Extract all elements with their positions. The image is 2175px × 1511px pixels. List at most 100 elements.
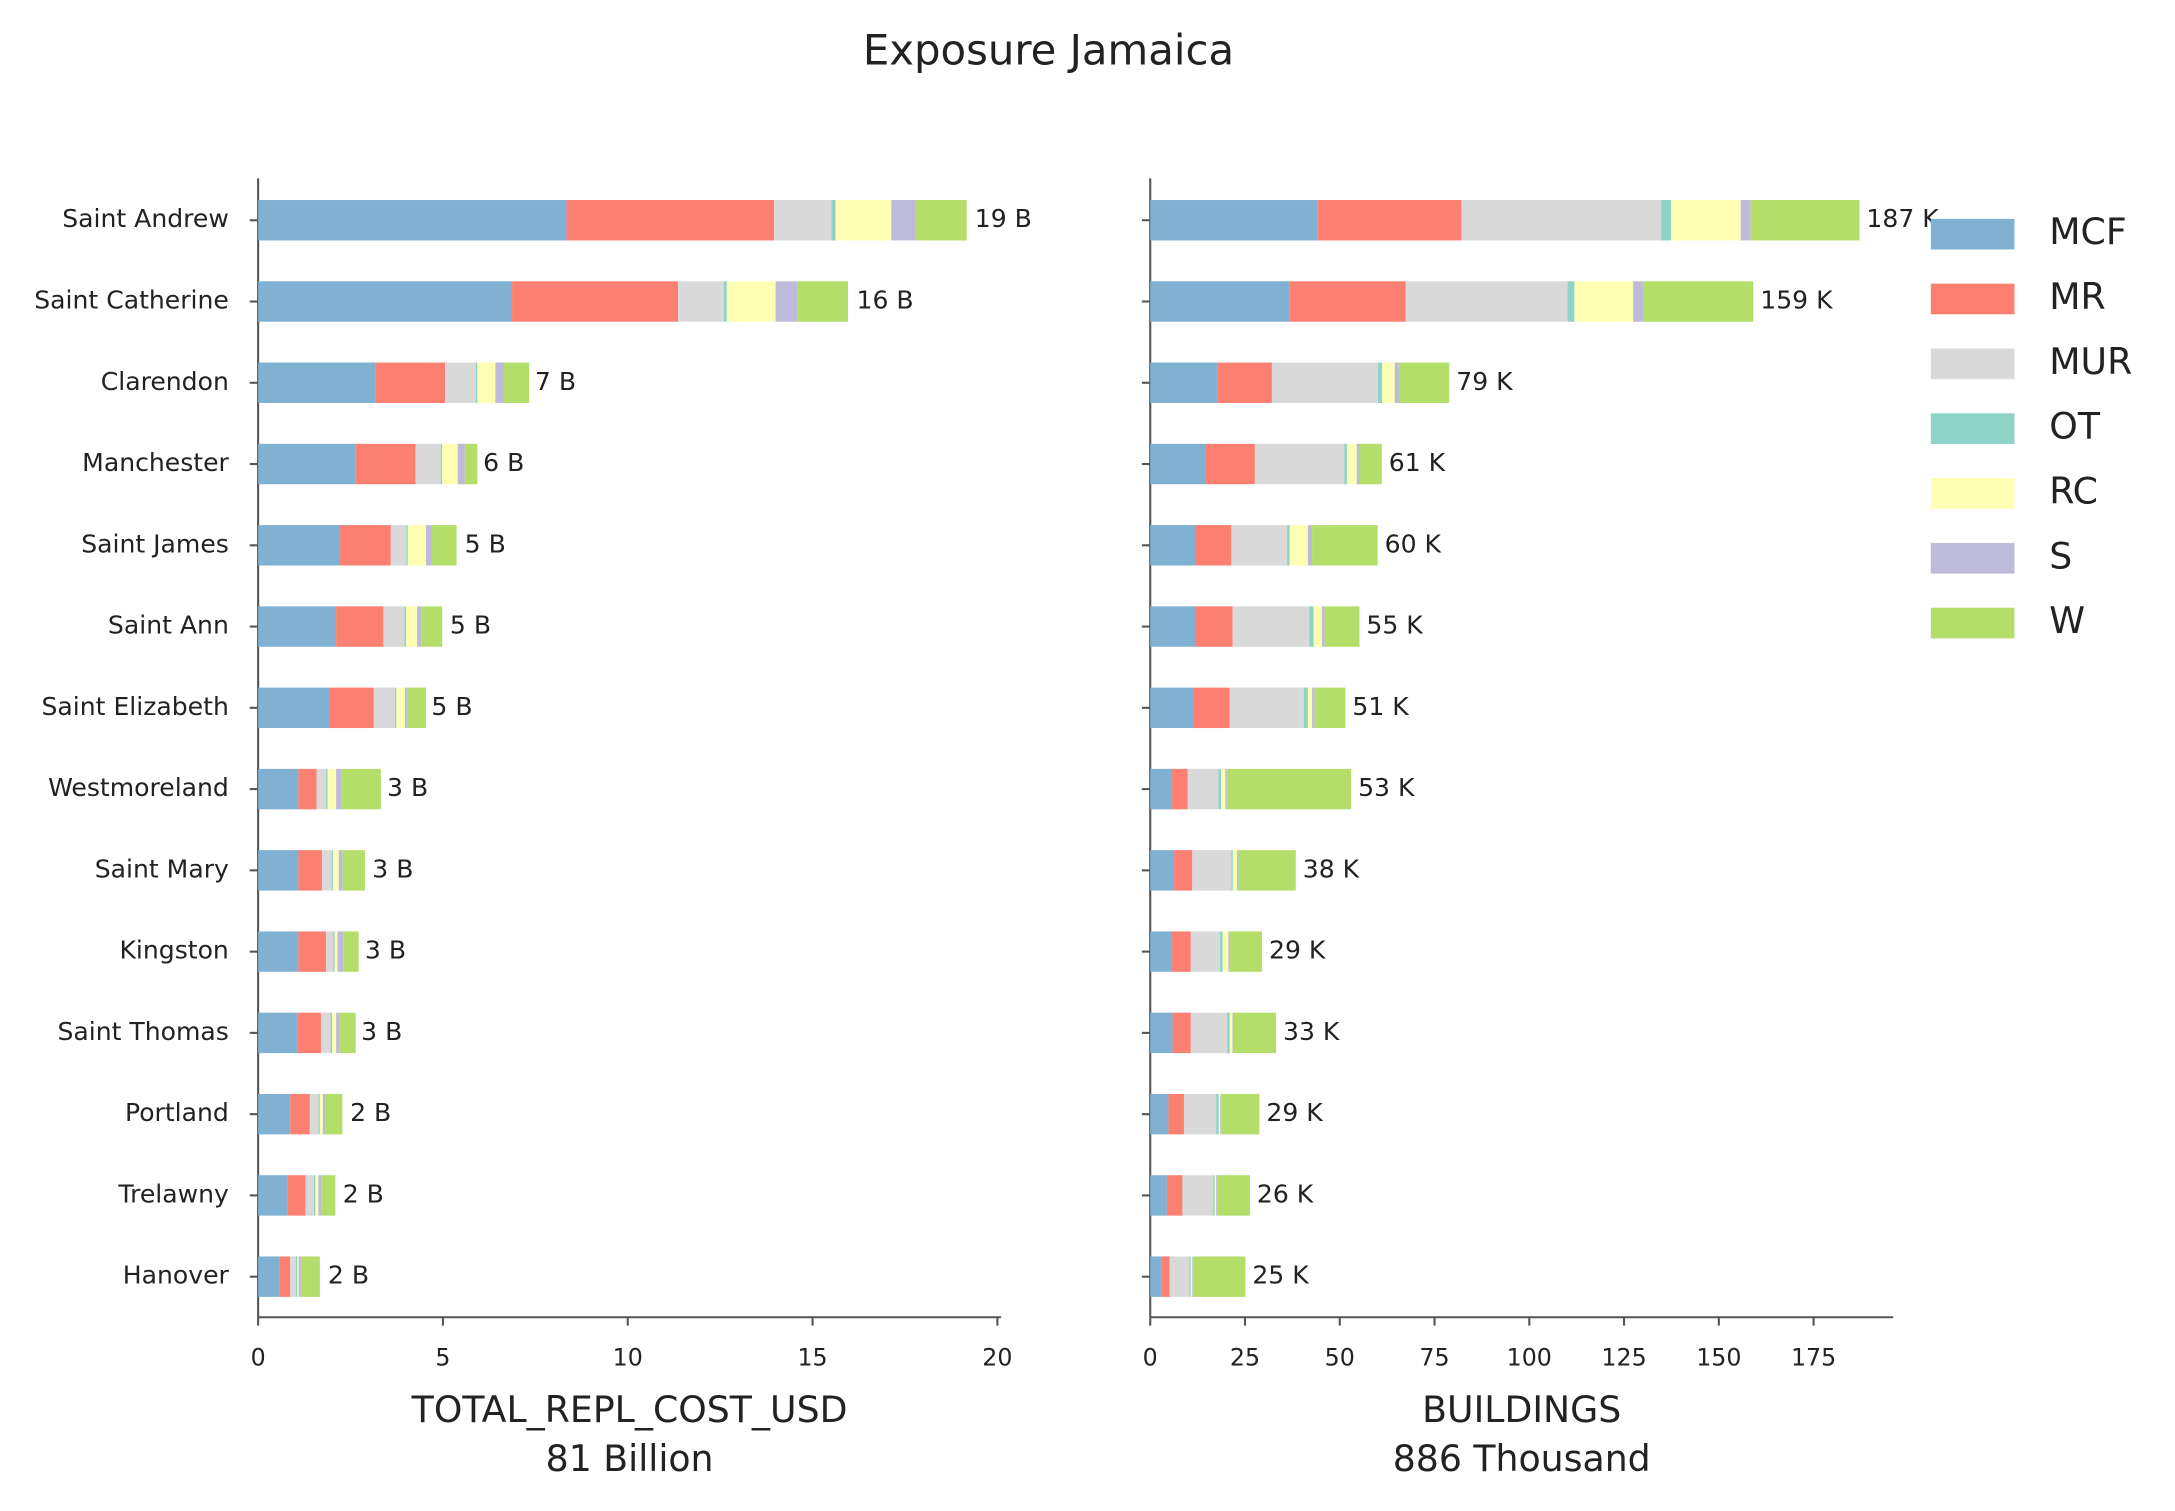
bar-segment xyxy=(726,281,776,322)
bar-segment xyxy=(1214,1175,1217,1216)
y-tick-label: Saint Elizabeth xyxy=(42,692,229,721)
bar-segment xyxy=(297,1256,299,1297)
bar-segment xyxy=(445,362,476,403)
bar-segment xyxy=(1150,768,1172,810)
bar-segment xyxy=(258,931,299,972)
y-tick-label: Clarendon xyxy=(101,367,229,396)
bar-segment xyxy=(1221,768,1226,810)
bar-segment xyxy=(1217,1175,1250,1216)
total-label: 29 K xyxy=(1269,936,1326,965)
bar-segment xyxy=(1359,443,1382,485)
bar-segment xyxy=(442,443,458,485)
bar-segment xyxy=(566,200,775,241)
y-tick-label: Saint Andrew xyxy=(62,204,229,233)
y-tick-label: Saint Ann xyxy=(108,611,229,640)
bar-segment xyxy=(383,606,405,647)
bar-segment xyxy=(342,850,365,891)
x-tick-label: 0 xyxy=(1143,1344,1158,1372)
x-tick-label: 10 xyxy=(613,1344,643,1372)
legend-swatch xyxy=(1930,348,2015,380)
bar-segment xyxy=(396,687,405,729)
bar-segment xyxy=(1740,200,1751,241)
bar-segment xyxy=(1217,362,1272,403)
bar-segment xyxy=(1221,1093,1260,1135)
bar-segment xyxy=(279,1256,291,1297)
bar-segment xyxy=(1461,200,1662,241)
bar-segment xyxy=(1193,1256,1246,1297)
bar-segment xyxy=(337,931,344,972)
x-tick-label: 75 xyxy=(1419,1344,1449,1372)
bar-segment xyxy=(332,1012,337,1054)
bar-segment xyxy=(343,931,359,972)
bar-segment xyxy=(1307,687,1313,729)
bar-segment xyxy=(1289,281,1406,322)
bar-segment xyxy=(431,525,457,566)
bar-segment xyxy=(1405,281,1568,322)
bar-segment xyxy=(298,931,327,972)
bar-segment xyxy=(1228,931,1230,972)
bar-segment xyxy=(1344,443,1347,485)
total-label: 53 K xyxy=(1358,773,1415,802)
bar-segment xyxy=(723,281,727,322)
bar-segment xyxy=(339,1012,356,1054)
bar-segment xyxy=(477,362,496,403)
x-tick-label: 100 xyxy=(1507,1344,1552,1372)
total-label: 25 K xyxy=(1252,1261,1309,1290)
bar-segment xyxy=(331,850,334,891)
bar-segment xyxy=(495,362,504,403)
bar-segment xyxy=(258,1093,291,1135)
bar-segment xyxy=(1150,443,1206,485)
legend-label: OT xyxy=(2049,405,2101,448)
bar-segment xyxy=(1307,525,1313,566)
bar-segment xyxy=(1218,1093,1221,1135)
x-axis-note: 81 Billion xyxy=(546,1437,714,1480)
bar-segment xyxy=(1312,525,1378,566)
bar-segment xyxy=(1216,1175,1218,1216)
bar-segment xyxy=(1190,931,1220,972)
bar-segment xyxy=(1661,200,1672,241)
bar-segment xyxy=(1190,1012,1228,1054)
bar-segment xyxy=(1174,850,1193,891)
bar-segment xyxy=(333,931,335,972)
bar-segment xyxy=(1192,1256,1194,1297)
bar-segment xyxy=(1271,362,1379,403)
total-label: 6 B xyxy=(483,448,524,477)
bar-segment xyxy=(1287,525,1290,566)
total-label: 3 B xyxy=(361,1017,402,1046)
legend-label: MUR xyxy=(2049,340,2132,383)
x-tick-label: 5 xyxy=(435,1344,450,1372)
bar-segment xyxy=(1226,768,1352,810)
bar-segment xyxy=(298,768,317,810)
bar-segment xyxy=(258,1012,298,1054)
bar-segment xyxy=(1231,850,1233,891)
total-label: 33 K xyxy=(1283,1017,1340,1046)
bar-segment xyxy=(1324,606,1360,647)
bar-segment xyxy=(1574,281,1634,322)
bar-segment xyxy=(258,362,376,403)
bar-segment xyxy=(457,443,465,485)
legend-label: S xyxy=(2049,534,2072,577)
bar-segment xyxy=(1222,931,1229,972)
total-label: 2 B xyxy=(350,1098,391,1127)
bar-segment xyxy=(1187,768,1219,810)
bar-segment xyxy=(298,850,323,891)
bar-segment xyxy=(334,931,338,972)
bar-segment xyxy=(1150,850,1175,891)
bar-segment xyxy=(1192,850,1232,891)
bar-segment xyxy=(1309,606,1314,647)
bar-segment xyxy=(258,1256,280,1297)
bar-segment xyxy=(1229,931,1263,972)
bar-segment xyxy=(1218,768,1222,810)
total-label: 5 B xyxy=(465,529,506,558)
bar-segment xyxy=(373,687,395,729)
bar-segment xyxy=(1313,606,1322,647)
bar-segment xyxy=(1232,606,1310,647)
total-label: 5 B xyxy=(450,611,491,640)
total-label: 187 K xyxy=(1866,204,1939,233)
legend-label: RC xyxy=(2049,469,2098,512)
bar-segment xyxy=(297,1012,321,1054)
total-label: 3 B xyxy=(372,854,413,883)
bar-segment xyxy=(321,1175,336,1216)
bar-segment xyxy=(394,687,397,729)
